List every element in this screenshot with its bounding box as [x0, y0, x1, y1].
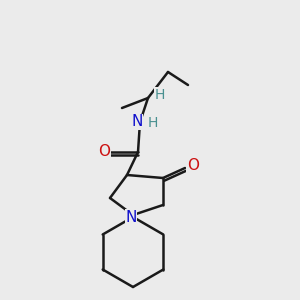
Text: N: N	[131, 115, 143, 130]
Text: O: O	[98, 145, 110, 160]
Text: N: N	[125, 209, 137, 224]
Text: H: H	[148, 116, 158, 130]
Text: H: H	[155, 88, 165, 102]
Text: O: O	[187, 158, 199, 173]
